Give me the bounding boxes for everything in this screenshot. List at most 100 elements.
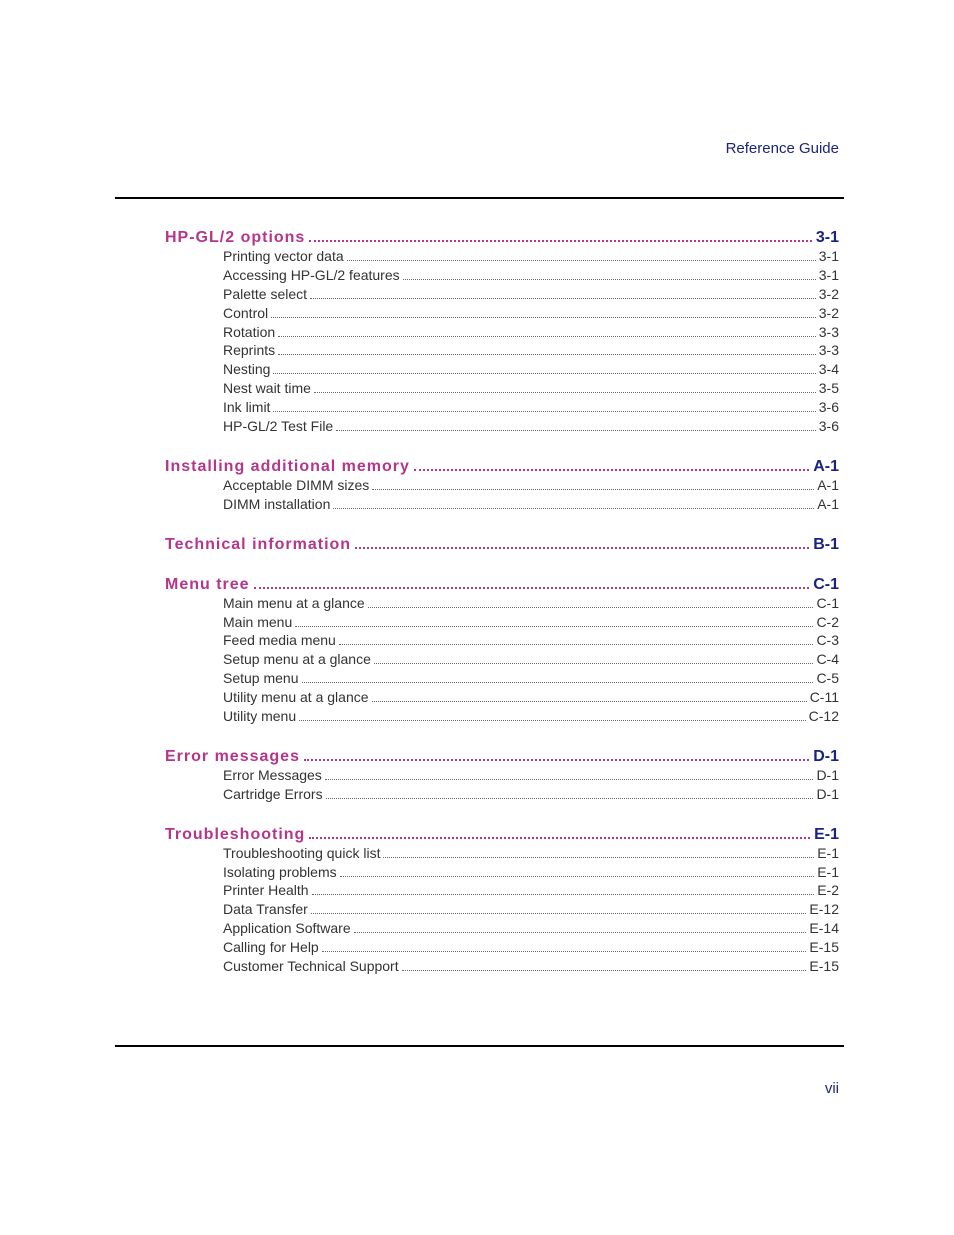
toc-entry[interactable]: DIMM installationA-1 <box>223 495 844 514</box>
toc-entry[interactable]: Rotation3-3 <box>223 323 844 342</box>
top-rule <box>115 197 844 199</box>
toc-section-title: HP-GL/2 options <box>165 229 305 247</box>
toc-entry[interactable]: Customer Technical SupportE-15 <box>223 957 844 976</box>
toc-entry-title: Calling for Help <box>223 938 319 957</box>
dot-leader <box>354 932 807 933</box>
page-number: vii <box>825 1080 839 1097</box>
dot-leader <box>325 779 814 780</box>
dot-leader <box>347 260 816 261</box>
toc-entry[interactable]: Utility menu C-12 <box>223 707 844 726</box>
toc-entry-page: C-12 <box>809 707 839 726</box>
toc-entry[interactable]: Application SoftwareE-14 <box>223 919 844 938</box>
toc-entry-page: 3-3 <box>819 323 839 342</box>
toc-entry-title: Application Software <box>223 919 351 938</box>
toc-entry-title: Feed media menu <box>223 631 336 650</box>
dot-leader <box>299 720 806 721</box>
dot-leader <box>383 857 814 858</box>
toc-section-header[interactable]: HP-GL/2 options 3-1 <box>165 229 844 247</box>
dot-leader <box>322 951 807 952</box>
toc-section: Technical informationB-1 <box>115 536 844 554</box>
table-of-contents: HP-GL/2 options 3-1Printing vector data3-… <box>115 229 844 976</box>
toc-entry[interactable]: Nest wait time 3-5 <box>223 379 844 398</box>
toc-section-page: C-1 <box>813 576 839 594</box>
dot-leader <box>326 798 814 799</box>
toc-entry-title: Ink limit <box>223 398 270 417</box>
dot-leader <box>309 837 810 839</box>
toc-entry[interactable]: HP-GL/2 Test File 3-6 <box>223 417 844 436</box>
toc-entry-page: 3-5 <box>819 379 839 398</box>
dot-leader <box>254 587 810 589</box>
toc-entry-page: C-2 <box>816 613 839 632</box>
dot-leader <box>312 894 815 895</box>
toc-entry-title: Error Messages <box>223 766 322 785</box>
toc-entry[interactable]: Main menu at a glanceC-1 <box>223 594 844 613</box>
toc-entry-page: A-1 <box>817 476 839 495</box>
toc-entry-title: Main menu <box>223 613 292 632</box>
toc-entry-page: C-4 <box>816 650 839 669</box>
dot-leader <box>414 469 809 471</box>
toc-entry-title: Setup menu <box>223 669 299 688</box>
toc-entry[interactable]: Ink limit 3-6 <box>223 398 844 417</box>
toc-entry[interactable]: Printing vector data3-1 <box>223 247 844 266</box>
toc-section: Troubleshooting E-1Troubleshooting quick … <box>115 826 844 976</box>
toc-entry-page: 3-2 <box>819 304 839 323</box>
toc-section-title: Error messages <box>165 748 300 766</box>
toc-section-header[interactable]: Error messagesD-1 <box>165 748 844 766</box>
toc-entry-page: 3-6 <box>819 398 839 417</box>
dot-leader <box>302 682 814 683</box>
toc-entry-title: Nest wait time <box>223 379 311 398</box>
toc-entry-title: HP-GL/2 Test File <box>223 417 333 436</box>
toc-entry-title: Nesting <box>223 360 270 379</box>
toc-entry[interactable]: Acceptable DIMM sizesA-1 <box>223 476 844 495</box>
toc-entry[interactable]: Setup menuC-5 <box>223 669 844 688</box>
toc-entry-page: 3-1 <box>819 266 839 285</box>
dot-leader <box>295 626 813 627</box>
toc-section-header[interactable]: Menu tree C-1 <box>165 576 844 594</box>
toc-entry[interactable]: Feed media menuC-3 <box>223 631 844 650</box>
toc-entry-title: Isolating problems <box>223 863 337 882</box>
toc-entry[interactable]: Control3-2 <box>223 304 844 323</box>
toc-entry[interactable]: Nesting 3-4 <box>223 360 844 379</box>
toc-entry[interactable]: Calling for HelpE-15 <box>223 938 844 957</box>
toc-entry[interactable]: Reprints3-3 <box>223 341 844 360</box>
toc-entry-page: E-12 <box>809 900 839 919</box>
bottom-rule <box>115 1045 844 1047</box>
dot-leader <box>278 336 816 337</box>
toc-entry[interactable]: Main menu C-2 <box>223 613 844 632</box>
toc-entry[interactable]: Setup menu at a glanceC-4 <box>223 650 844 669</box>
toc-section-title: Menu tree <box>165 576 250 594</box>
toc-entry[interactable]: Troubleshooting quick listE-1 <box>223 844 844 863</box>
toc-entry-title: Data Transfer <box>223 900 308 919</box>
dot-leader <box>368 607 814 608</box>
toc-section-header[interactable]: Troubleshooting E-1 <box>165 826 844 844</box>
toc-entry[interactable]: Printer HealthE-2 <box>223 881 844 900</box>
toc-section-title: Technical information <box>165 536 351 554</box>
toc-entry-page: C-11 <box>810 688 839 707</box>
toc-entry-title: Accessing HP-GL/2 features <box>223 266 400 285</box>
toc-entry-title: Palette select <box>223 285 307 304</box>
toc-entry-title: Printer Health <box>223 881 309 900</box>
dot-leader <box>374 663 814 664</box>
toc-section-header[interactable]: Installing additional memoryA-1 <box>165 458 844 476</box>
toc-section: Menu tree C-1Main menu at a glanceC-1Main… <box>115 576 844 726</box>
toc-entry-title: Reprints <box>223 341 275 360</box>
toc-entry-page: 3-6 <box>819 417 839 436</box>
dot-leader <box>314 392 816 393</box>
toc-entry-title: Utility menu <box>223 707 296 726</box>
toc-entry-title: DIMM installation <box>223 495 330 514</box>
toc-entry[interactable]: Accessing HP-GL/2 features 3-1 <box>223 266 844 285</box>
dot-leader <box>311 913 807 914</box>
toc-section-page: E-1 <box>814 826 839 844</box>
header-title: Reference Guide <box>115 140 844 157</box>
toc-entry-page: D-1 <box>816 785 839 804</box>
toc-entry[interactable]: Cartridge ErrorsD-1 <box>223 785 844 804</box>
toc-entry[interactable]: Data Transfer E-12 <box>223 900 844 919</box>
toc-entry[interactable]: Palette select3-2 <box>223 285 844 304</box>
toc-entry[interactable]: Error MessagesD-1 <box>223 766 844 785</box>
toc-entry[interactable]: Utility menu at a glanceC-11 <box>223 688 844 707</box>
toc-entry[interactable]: Isolating problemsE-1 <box>223 863 844 882</box>
toc-entry-page: 3-4 <box>819 360 839 379</box>
toc-section-page: 3-1 <box>816 229 839 247</box>
toc-section-title: Troubleshooting <box>165 826 305 844</box>
toc-section-header[interactable]: Technical informationB-1 <box>165 536 844 554</box>
